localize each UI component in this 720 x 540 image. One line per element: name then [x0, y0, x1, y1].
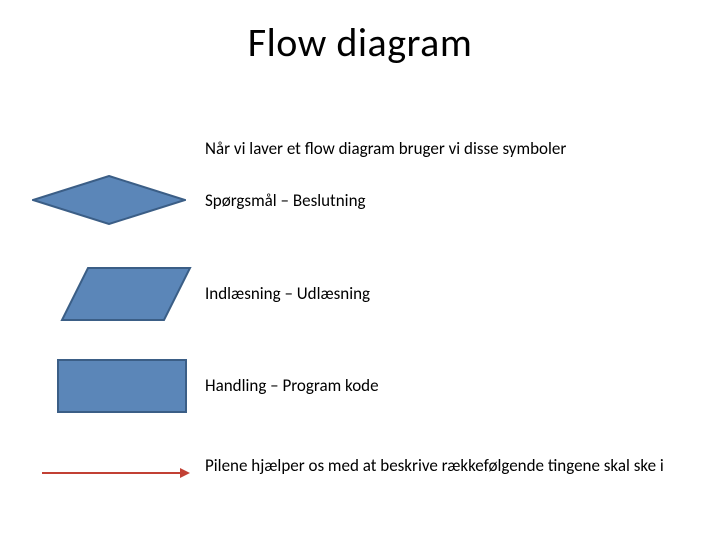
rectangle-shape	[56, 358, 188, 419]
diamond-icon	[32, 175, 186, 225]
row-label-arrow: Pilene hjælper os med at beskrive rækkef…	[205, 455, 664, 476]
intro-text: Når vi laver et flow diagram bruger vi d…	[205, 138, 566, 159]
rectangle-icon	[56, 358, 188, 414]
arrow-icon	[40, 465, 190, 481]
diamond-shape	[32, 175, 186, 230]
row-label-decision: Spørgsmål – Beslutning	[205, 190, 366, 211]
slide: Flow diagram Når vi laver et flow diagra…	[0, 0, 720, 540]
arrow-shape	[40, 465, 190, 486]
slide-title: Flow diagram	[0, 18, 720, 67]
row-label-io: Indlæsning – Udlæsning	[205, 283, 370, 304]
row-label-process: Handling – Program kode	[205, 375, 379, 396]
parallelogram-shape	[60, 266, 192, 327]
parallelogram-icon	[60, 266, 192, 322]
